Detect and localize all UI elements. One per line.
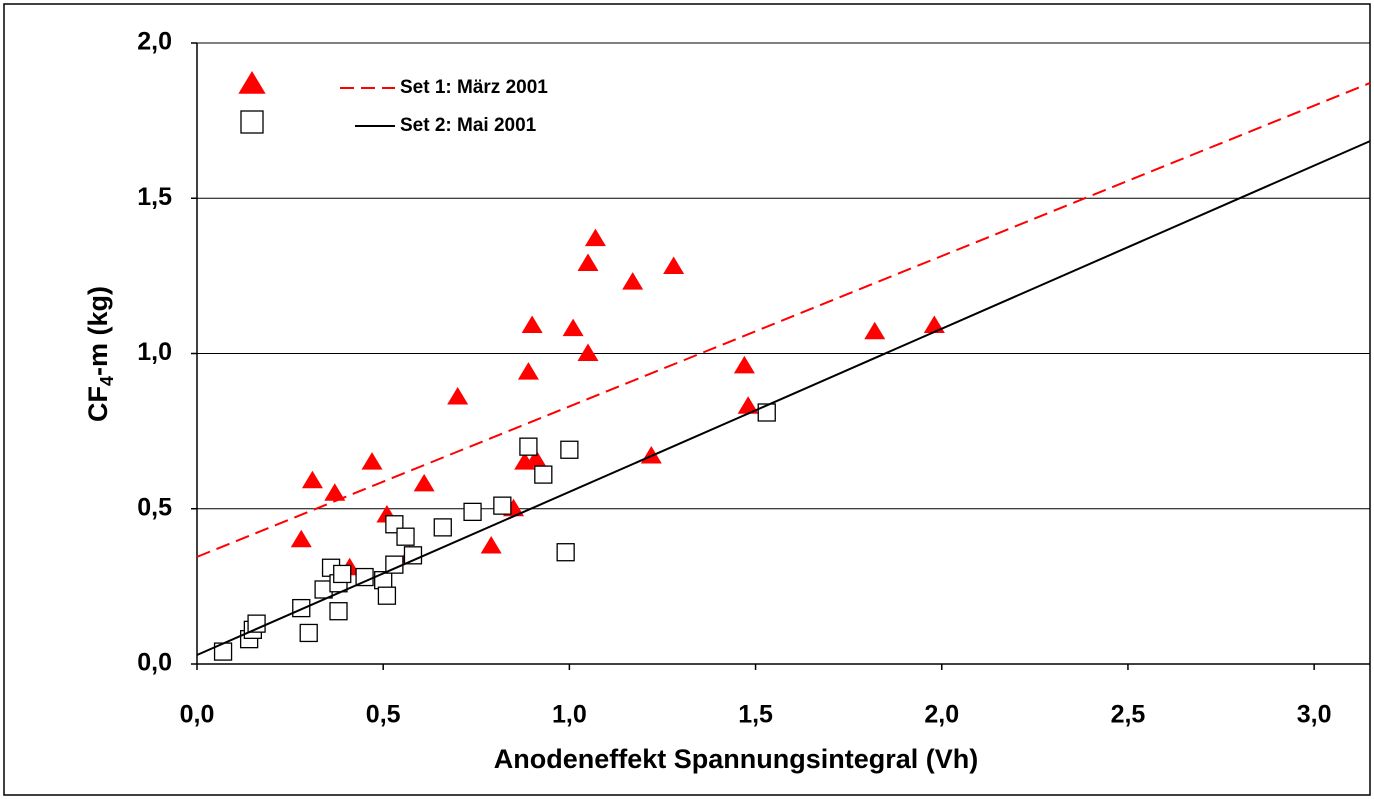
triangle-marker [584, 228, 606, 247]
triangle-marker [737, 396, 759, 414]
square-marker [240, 110, 264, 134]
x-tick-label: 1,0 [552, 701, 587, 729]
square-marker [463, 502, 482, 522]
x-tick-label: 2,0 [924, 701, 959, 729]
square-marker [333, 564, 352, 584]
y-title-sub: 4 [97, 376, 117, 386]
square-marker [519, 437, 538, 456]
triangle-marker [521, 315, 543, 334]
y-title-part: -m (kg) [83, 286, 113, 376]
triangle-marker [562, 318, 584, 337]
y-tick-label: 1,5 [137, 183, 172, 211]
square-marker [560, 440, 579, 459]
square-marker [396, 527, 415, 546]
x-tick-label: 3,0 [1297, 701, 1332, 729]
trend-line [196, 140, 1371, 656]
square-marker [299, 623, 318, 643]
square-marker [329, 602, 348, 621]
triangle-marker [525, 449, 547, 467]
triangle-marker [517, 362, 539, 380]
y-axis-title: CF4-m (kg) [83, 286, 117, 422]
triangle-marker [290, 529, 312, 548]
triangle-marker [864, 321, 886, 340]
y-tick-label: 1,0 [137, 338, 172, 366]
triangle-marker [577, 343, 599, 361]
triangle-marker [361, 452, 383, 470]
x-tick-label: 1,5 [738, 701, 773, 729]
triangle-marker [447, 386, 469, 405]
x-tick-label: 2,5 [1111, 701, 1146, 729]
y-title-part: CF [83, 386, 113, 422]
triangle-marker [324, 483, 346, 501]
triangle-marker [622, 272, 644, 290]
square-marker [433, 518, 452, 537]
triangle-marker [413, 473, 435, 492]
chart-border [3, 3, 1371, 796]
y-tick-label: 0,0 [137, 649, 172, 677]
square-marker [377, 586, 397, 605]
legend-label: Set 2: Mai 2001 [400, 115, 537, 136]
square-marker [556, 543, 575, 562]
square-marker [757, 403, 776, 422]
square-marker [493, 496, 512, 515]
triangle-marker [733, 355, 755, 374]
triangle-marker [577, 253, 599, 271]
x-tick-label: 0,0 [180, 701, 215, 729]
y-tick-label: 0,5 [137, 493, 172, 521]
square-marker [355, 567, 374, 587]
x-tick-label: 0,5 [366, 701, 401, 729]
square-marker [534, 465, 553, 484]
triangle-marker [663, 256, 685, 275]
legend-label: Set 1: März 2001 [400, 77, 548, 98]
triangle-marker [301, 470, 323, 489]
trend-line [196, 82, 1371, 558]
square-marker [292, 598, 311, 618]
triangle-marker [238, 71, 266, 94]
triangle-marker [480, 536, 502, 554]
y-tick-label: 2,0 [137, 28, 172, 56]
x-axis-title: Anodeneffekt Spannungsintegral (Vh) [494, 744, 979, 774]
